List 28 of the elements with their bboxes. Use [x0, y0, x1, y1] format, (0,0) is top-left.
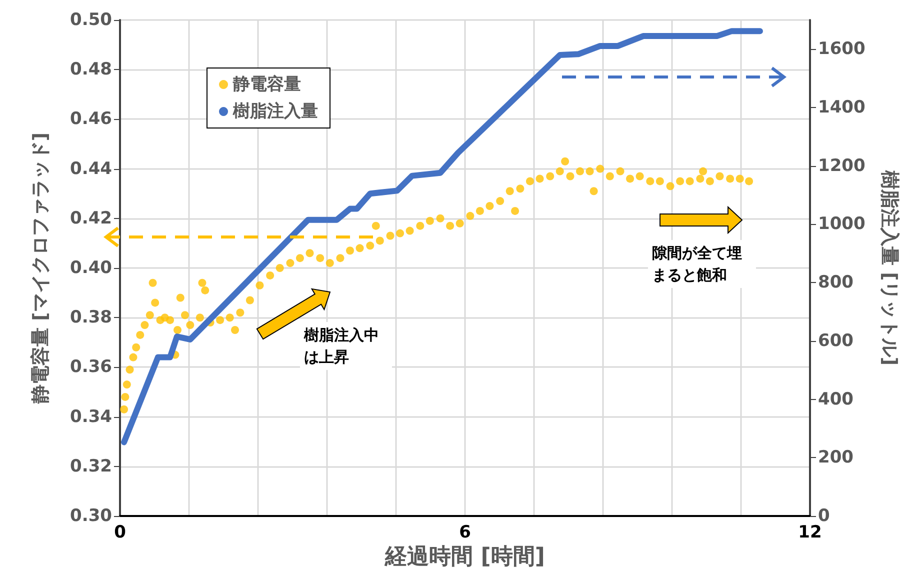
annotation: 樹脂注入中は上昇	[300, 322, 392, 370]
y-tick-label: 0.38	[70, 308, 112, 328]
y2-tick-label: 1200	[818, 156, 866, 176]
y2-tick-label: 600	[818, 330, 854, 351]
y2-tick-label: 1400	[818, 98, 866, 118]
y-tick-label: 0.30	[70, 506, 112, 526]
y2-tick-label: 200	[818, 448, 854, 468]
x-axis-title: 経過時間 [時間]	[384, 544, 545, 570]
y2-tick-label: 400	[818, 389, 854, 410]
y-tick-label: 0.34	[70, 406, 112, 427]
legend-label: 静電容量	[232, 74, 301, 94]
x-tick-label: 0	[114, 522, 126, 542]
y2-axis-title: 樹脂注入量 [リットル]	[878, 170, 900, 366]
legend-label: 樹脂注入量	[232, 102, 318, 122]
y-tick-label: 0.32	[70, 456, 112, 476]
y2-tick-label: 800	[818, 272, 854, 293]
y-tick-label: 0.36	[70, 357, 112, 378]
y-tick-label: 0.46	[70, 109, 112, 130]
y-tick-label: 0.42	[70, 208, 112, 228]
y-tick-label: 0.50	[70, 10, 112, 30]
y2-tick-label: 1600	[818, 39, 866, 60]
annotation: 隙間が全て埋まると飽和	[648, 240, 756, 288]
y2-tick-label: 1000	[818, 214, 866, 234]
y-tick-label: 0.48	[70, 60, 112, 80]
y-axis-title: 静電容量 [マイクロファラッド]	[30, 132, 52, 404]
y-tick-label: 0.40	[70, 258, 112, 278]
x-tick-label: 6	[459, 522, 471, 542]
y-tick-label: 0.44	[70, 158, 112, 179]
